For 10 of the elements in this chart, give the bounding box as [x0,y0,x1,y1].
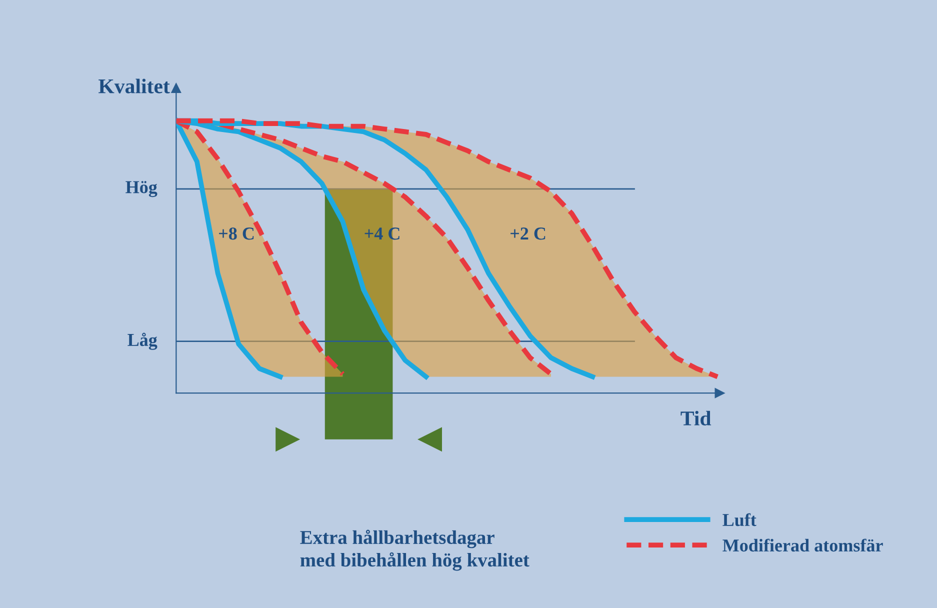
annotation: +4 C [364,228,400,240]
y-axis-title: Kvalitet [98,78,170,94]
annotation: +8 C [219,228,254,240]
x-axis-title: Tid [680,410,712,426]
ref-line-label: Hög [126,181,158,198]
legend-label: Modifierad atomsfär [722,538,883,552]
annotation: +2 C [510,228,546,240]
text: Extra hållbarhetsdagar med bibehållen hög kvalitet [300,530,530,571]
legend-label: Luft [722,513,756,526]
ref-line-label: Låg [128,332,158,350]
